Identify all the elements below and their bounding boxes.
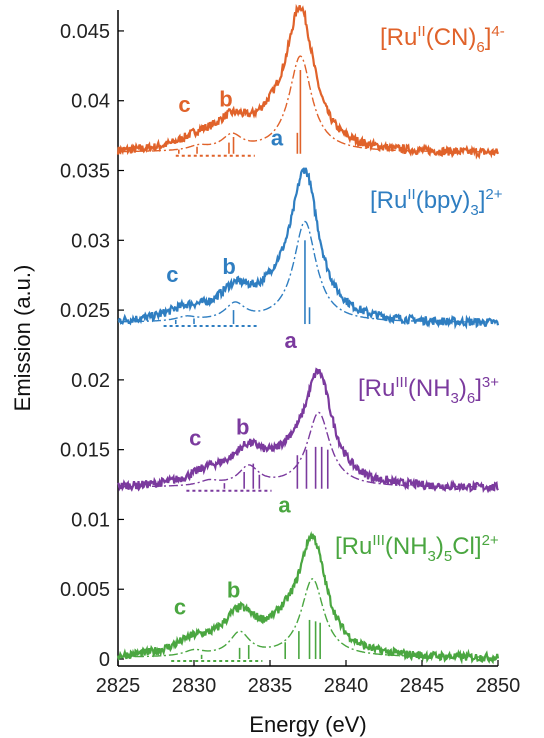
label-part: ] bbox=[479, 187, 486, 214]
y-tick-label: 0.02 bbox=[71, 370, 110, 392]
peak-label-a: a bbox=[278, 492, 291, 517]
y-tick-label: 0.025 bbox=[60, 300, 110, 322]
label-part: (NH bbox=[385, 533, 428, 560]
calculated-line bbox=[118, 411, 498, 488]
y-tick-label: 0.035 bbox=[60, 161, 110, 183]
series-1: a b c [RuII(bpy)3]2+ bbox=[117, 125, 503, 330]
peak-label-c: c bbox=[178, 92, 190, 117]
compound-label: [RuIII(NH3)5Cl]2+ bbox=[335, 532, 499, 565]
series-layer: abc[RuII(CN)6]4-abc[RuII(bpy)3]2+abc[RuI… bbox=[116, 3, 505, 665]
x-axis-label: Energy (eV) bbox=[249, 712, 366, 737]
label-part: [Ru bbox=[370, 187, 407, 214]
peak-label-b: b bbox=[236, 414, 249, 439]
peak-label-b: b bbox=[227, 578, 240, 603]
label-part: 6 bbox=[476, 39, 484, 56]
label-part: III bbox=[395, 374, 408, 391]
label-part: ] bbox=[485, 24, 492, 51]
calculated-line bbox=[118, 220, 498, 323]
label-part: (CN) bbox=[426, 24, 477, 51]
peak-label-c: c bbox=[174, 594, 186, 619]
peak-label-b: b bbox=[219, 86, 232, 111]
label-part: [Ru bbox=[358, 375, 395, 402]
label-part: 5 bbox=[444, 548, 452, 565]
y-tick-label: 0.03 bbox=[71, 230, 110, 252]
series-3: a b c [RuIII(NH3)5Cl]2+ bbox=[116, 492, 500, 665]
peak-label-c: c bbox=[189, 425, 201, 450]
x-tick-label: 2830 bbox=[172, 675, 217, 697]
peak-label-a: a bbox=[285, 328, 298, 353]
x-tick-label: 2835 bbox=[248, 675, 293, 697]
label-part: Cl] bbox=[452, 533, 481, 560]
y-tick-label: 0.015 bbox=[60, 440, 110, 462]
x-tick-label: 2840 bbox=[324, 675, 369, 697]
label-part: 3+ bbox=[482, 374, 499, 391]
series-0: a b c [RuII(CN)6]4- bbox=[116, 3, 505, 160]
label-part: 6 bbox=[467, 390, 475, 407]
y-tick-label: 0.005 bbox=[60, 579, 110, 601]
emission-line bbox=[117, 367, 499, 494]
peak-label-a: a bbox=[271, 125, 284, 150]
label-part: II bbox=[417, 23, 425, 40]
emission-line bbox=[116, 3, 500, 160]
label-part: 2+ bbox=[482, 532, 499, 549]
series-2: a b c [RuIII(NH3)6]3+ bbox=[117, 328, 499, 494]
calculated-line bbox=[118, 578, 498, 658]
y-tick-label: 0.045 bbox=[60, 21, 110, 43]
compound-label: [RuIII(NH3)6]3+ bbox=[358, 374, 499, 407]
x-tick-label: 2825 bbox=[96, 675, 141, 697]
label-part: (NH bbox=[408, 375, 451, 402]
label-part: ] bbox=[475, 375, 482, 402]
y-tick-label: 0.01 bbox=[71, 509, 110, 531]
label-part: 2+ bbox=[485, 186, 502, 203]
label-part: 3 bbox=[451, 390, 459, 407]
label-part: II bbox=[407, 186, 415, 203]
x-tick-label: 2850 bbox=[476, 675, 521, 697]
y-axis-label: Emission (a.u.) bbox=[10, 265, 35, 412]
label-part: 3 bbox=[428, 548, 436, 565]
emission-line bbox=[116, 531, 500, 665]
peak-label-b: b bbox=[222, 254, 235, 279]
label-part: 4- bbox=[491, 23, 504, 40]
label-part: ) bbox=[436, 533, 444, 560]
label-part: ) bbox=[459, 375, 467, 402]
label-part: [Ru bbox=[380, 24, 417, 51]
axis-ticks: 2825 2830 2835 2840 2845 2850 0 0.005 0.01 0.015 0… bbox=[60, 21, 520, 697]
emission-line bbox=[117, 167, 500, 330]
calculated-line bbox=[118, 55, 498, 153]
label-part: [Ru bbox=[335, 533, 372, 560]
compound-label: [RuII(CN)6]4- bbox=[380, 23, 505, 56]
compound-label: [RuII(bpy)3]2+ bbox=[370, 186, 503, 219]
label-part: (bpy) bbox=[416, 187, 471, 214]
y-tick-label: 0.04 bbox=[71, 91, 110, 113]
label-part: III bbox=[372, 532, 385, 549]
label-part: 3 bbox=[470, 202, 478, 219]
y-tick-label: 0 bbox=[99, 649, 110, 671]
x-tick-label: 2845 bbox=[400, 675, 445, 697]
peak-label-c: c bbox=[166, 262, 178, 287]
plot-axes bbox=[117, 10, 498, 667]
